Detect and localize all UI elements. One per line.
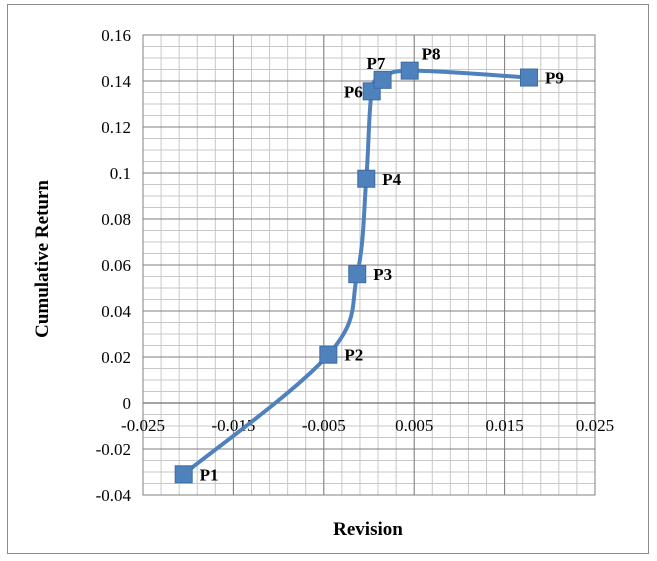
point-label-p2: P2 <box>344 346 363 365</box>
marker-p9 <box>520 68 539 87</box>
marker-p3 <box>348 265 367 284</box>
point-label-p6: P6 <box>344 82 363 101</box>
point-label-p3: P3 <box>373 265 392 284</box>
y-tick-label: 0.06 <box>101 256 131 275</box>
x-axis-tick-labels: -0.025 -0.015 -0.005 0.005 0.015 0.025 <box>121 416 614 435</box>
x-tick-label: 0.025 <box>576 416 614 435</box>
y-tick-label: 0.16 <box>101 26 131 45</box>
y-tick-label: 0 <box>123 394 132 413</box>
y-tick-label: -0.04 <box>96 486 132 505</box>
chart-frame: -0.04 -0.02 0 0.02 0.04 0.06 0.08 0.1 0.12 0.14 0.… <box>7 4 649 554</box>
marker-p7 <box>373 70 392 89</box>
x-tick-label: -0.005 <box>302 416 346 435</box>
x-tick-label: 0.015 <box>485 416 523 435</box>
point-label-p7: P7 <box>367 54 386 73</box>
y-tick-label: 0.14 <box>101 72 131 91</box>
x-axis-title: Revision <box>333 519 403 540</box>
marker-p4 <box>357 169 376 188</box>
y-tick-label: 0.02 <box>101 348 131 367</box>
x-tick-label: 0.005 <box>395 416 433 435</box>
point-label-p9: P9 <box>545 69 564 88</box>
y-axis-title: Cumulative Return <box>32 180 53 338</box>
y-tick-label: 0.08 <box>101 210 131 229</box>
y-tick-label: 0.04 <box>101 302 131 321</box>
marker-p2 <box>319 345 338 364</box>
x-tick-label: -0.025 <box>121 416 165 435</box>
series-markers <box>174 61 539 484</box>
y-tick-label: 0.1 <box>110 164 131 183</box>
chart-svg: -0.04 -0.02 0 0.02 0.04 0.06 0.08 0.1 0.12 0.14 0.… <box>32 26 614 540</box>
point-label-p8: P8 <box>422 45 441 64</box>
y-tick-label: -0.02 <box>96 440 131 459</box>
marker-p1 <box>174 465 193 484</box>
x-tick-label: -0.015 <box>211 416 255 435</box>
y-axis-tick-labels: -0.04 -0.02 0 0.02 0.04 0.06 0.08 0.1 0.12 0.14 0.… <box>96 26 132 505</box>
plot-area-border <box>142 34 596 496</box>
marker-p8 <box>400 61 419 80</box>
point-label-p1: P1 <box>200 465 219 484</box>
y-tick-label: 0.12 <box>101 118 131 137</box>
point-label-p4: P4 <box>382 170 401 189</box>
